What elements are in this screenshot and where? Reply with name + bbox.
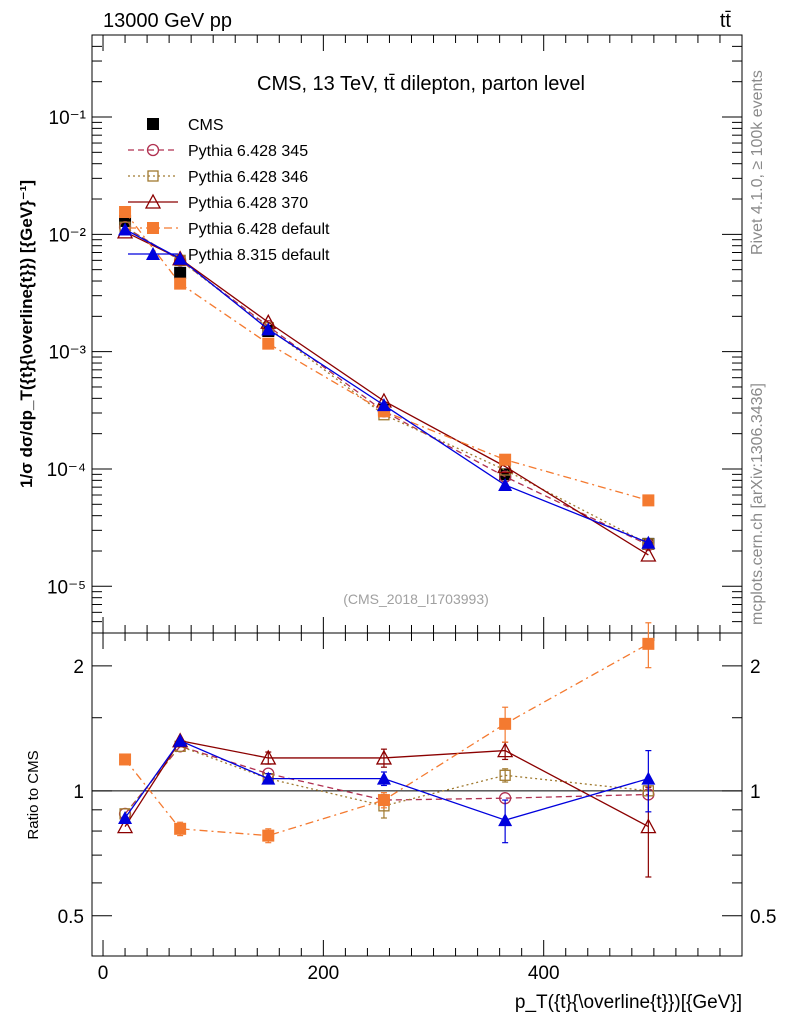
legend-label: Pythia 6.428 345 xyxy=(188,143,308,160)
legend-marker xyxy=(147,118,159,130)
legend-label: Pythia 6.428 346 xyxy=(188,169,308,186)
main-y-tick-label: 10⁻¹ xyxy=(49,108,87,129)
main-data-point xyxy=(261,322,276,336)
main-series-line xyxy=(124,228,649,544)
main-y-axis-title: 1/σ dσ/dp_T({t}{\overline{t}}) [{GeV}⁻¹] xyxy=(17,180,36,488)
legend-label: Pythia 6.428 default xyxy=(188,221,330,238)
main-y-tick-label: 10⁻⁵ xyxy=(47,577,86,598)
ratio-series-line xyxy=(124,643,649,837)
ratio-y-tick-label: 0.5 xyxy=(58,907,84,928)
legend-marker xyxy=(147,222,159,234)
process-label: tt̄ xyxy=(720,10,732,32)
ratio-data-point xyxy=(640,818,657,834)
ratio-series-line xyxy=(124,745,649,815)
ratio-y-tick-label: 1 xyxy=(73,782,84,803)
ratio-y-tick-label-right: 0.5 xyxy=(750,907,776,928)
main-data-point xyxy=(498,478,513,492)
legend-label: Pythia 6.428 370 xyxy=(188,195,308,212)
main-data-point xyxy=(119,214,132,227)
ratio-data-point xyxy=(499,717,512,730)
ratio-data-point xyxy=(173,733,188,747)
mcplots-label: mcplots.cern.ch [arXiv:1306.3436] xyxy=(749,383,766,625)
energy-label: 13000 GeV pp xyxy=(103,10,232,32)
analysis-watermark: (CMS_2018_I1703993) xyxy=(343,591,489,607)
ratio-y-axis-title: Ratio to CMS xyxy=(25,750,42,839)
main-data-point xyxy=(174,277,187,290)
rivet-label: Rivet 4.1.0, ≥ 100k events xyxy=(749,70,766,255)
ratio-data-point xyxy=(499,769,511,781)
main-data-point xyxy=(119,206,132,219)
legend-label: Pythia 8.315 default xyxy=(188,247,330,264)
main-data-point xyxy=(173,251,188,265)
main-series-line xyxy=(124,211,649,502)
main-data-point xyxy=(376,398,391,412)
x-axis-title: p_T({t}{\overline{t}})[{GeV}] xyxy=(515,992,742,1013)
ratio-y-tick-label-right: 2 xyxy=(750,657,761,678)
main-data-point xyxy=(118,222,133,236)
main-y-tick-label: 10⁻⁴ xyxy=(47,460,86,481)
main-data-point xyxy=(262,337,275,350)
main-series-line xyxy=(124,226,649,545)
ratio-data-point xyxy=(376,771,391,785)
main-data-point xyxy=(499,453,512,466)
ratio-data-point xyxy=(497,742,514,758)
ratio-series-line xyxy=(124,740,649,828)
main-data-point xyxy=(641,535,656,549)
x-tick-label: 200 xyxy=(308,963,340,984)
legend-marker xyxy=(147,170,159,182)
ratio-data-point xyxy=(260,749,277,765)
main-data-point xyxy=(174,266,187,279)
ratio-data-point xyxy=(174,822,187,835)
x-tick-label: 0 xyxy=(98,963,109,984)
main-data-point xyxy=(497,458,514,474)
main-data-point xyxy=(642,494,655,507)
ratio-data-point xyxy=(498,813,513,827)
x-tick-label: 400 xyxy=(528,963,560,984)
main-y-tick-label: 10⁻³ xyxy=(49,343,87,364)
ratio-series-line xyxy=(124,739,649,821)
main-series-line xyxy=(124,231,649,556)
ratio-y-tick-label: 2 xyxy=(73,657,84,678)
ratio-plot-frame xyxy=(91,632,743,957)
ratio-data-point xyxy=(116,818,134,834)
legend-marker xyxy=(146,247,160,260)
ratio-y-tick-label-right: 1 xyxy=(750,782,761,803)
ratio-data-point xyxy=(118,811,133,825)
main-y-tick-label: 10⁻² xyxy=(49,225,87,246)
ratio-data-point xyxy=(375,749,393,765)
ratio-data-point xyxy=(261,771,276,785)
main-data-point xyxy=(640,546,657,562)
legend-marker xyxy=(144,193,162,209)
ratio-data-point xyxy=(377,794,390,807)
legend-marker xyxy=(146,143,160,157)
ratio-data-point xyxy=(641,771,656,785)
ratio-series-line xyxy=(124,745,649,815)
legend-label: CMS xyxy=(188,117,224,134)
ratio-data-point xyxy=(262,829,275,842)
ratio-data-point xyxy=(119,753,132,766)
ratio-data-point xyxy=(642,637,655,650)
plot-title: CMS, 13 TeV, tt̄ dilepton, parton level xyxy=(257,73,585,95)
